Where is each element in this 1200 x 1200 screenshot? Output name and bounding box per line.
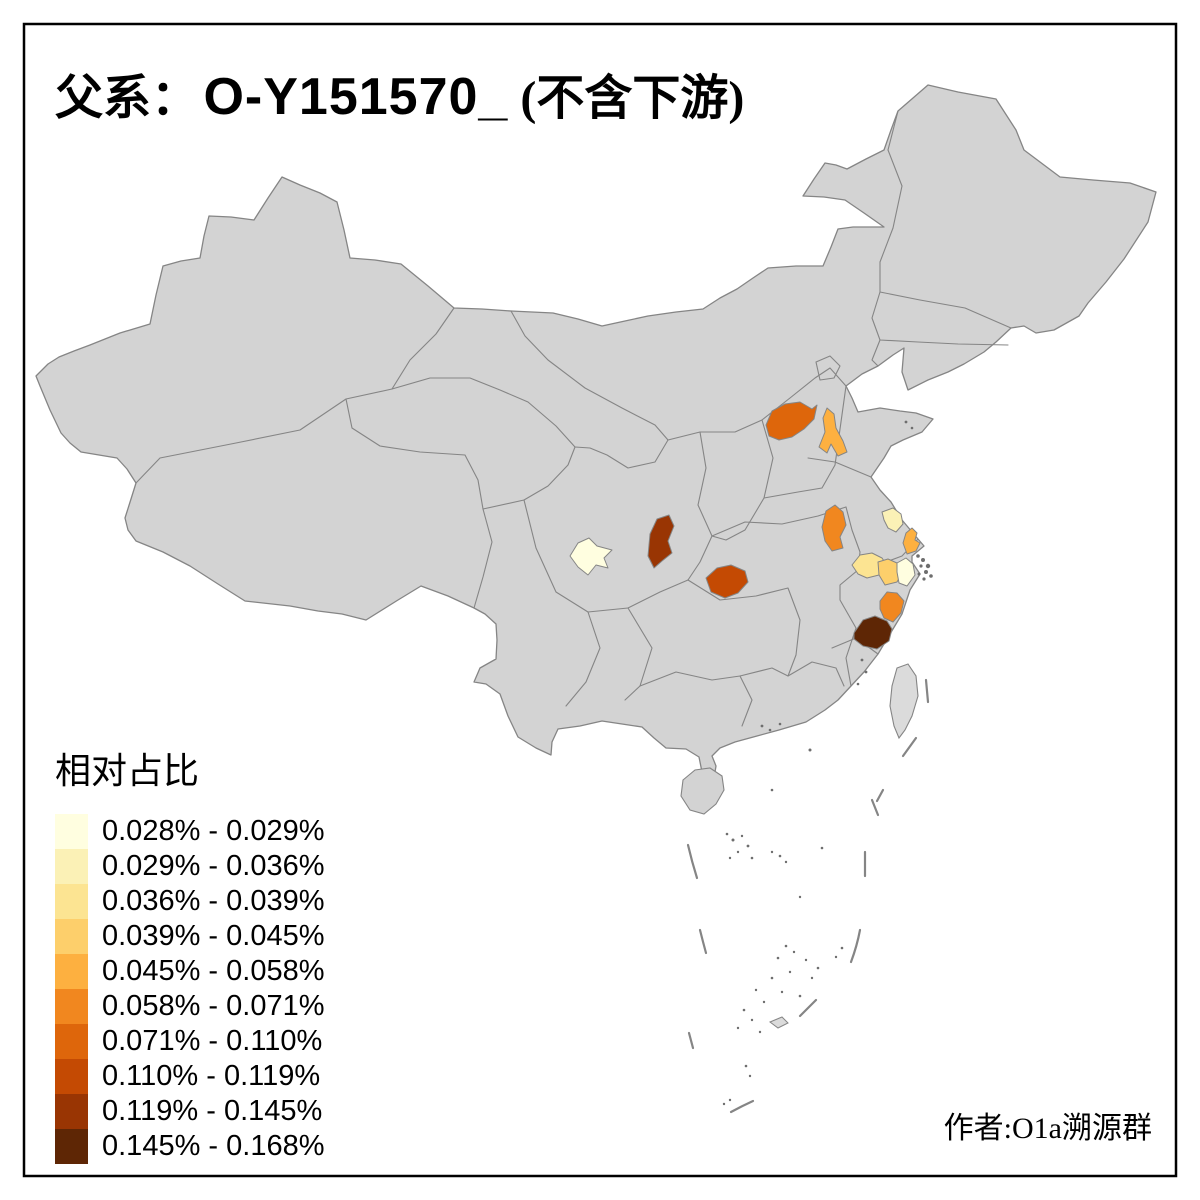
hainan-island xyxy=(680,767,725,815)
legend-label: 0.029% - 0.036% xyxy=(102,850,325,882)
legend-item: 0.029% - 0.036% xyxy=(55,849,324,884)
legend-swatch xyxy=(55,1024,88,1059)
legend-swatch xyxy=(55,1094,88,1129)
legend-label: 0.119% - 0.145% xyxy=(102,1095,323,1127)
map-region xyxy=(881,507,904,533)
legend-label: 0.045% - 0.058% xyxy=(102,955,325,987)
legend-swatch xyxy=(55,884,88,919)
title-suffix: (不含下游) xyxy=(508,72,745,125)
map-region xyxy=(765,401,818,441)
nine-dash-line xyxy=(686,678,930,1114)
map-region xyxy=(896,557,916,587)
frame-border xyxy=(22,22,1178,1178)
legend-item: 0.071% - 0.110% xyxy=(55,1024,324,1059)
legend-swatch xyxy=(55,989,88,1024)
mainland-china xyxy=(35,84,1157,779)
map-region xyxy=(821,504,847,552)
legend-label: 0.110% - 0.119% xyxy=(102,1060,321,1092)
map-region xyxy=(902,527,921,555)
legend-swatch xyxy=(55,919,88,954)
page-title: 父系： O-Y151570_ (不含下游) xyxy=(55,58,744,128)
legend-item: 0.036% - 0.039% xyxy=(55,884,324,919)
title-prefix: 父系： xyxy=(55,72,200,125)
title-haplogroup-code: O-Y151570_ xyxy=(203,68,509,126)
south-sea-island xyxy=(769,1016,789,1029)
legend-item: 0.145% - 0.168% xyxy=(55,1129,324,1164)
legend-swatch xyxy=(55,1059,88,1094)
taiwan-island xyxy=(889,663,919,740)
map-region xyxy=(647,514,675,569)
legend-item: 0.045% - 0.058% xyxy=(55,954,324,989)
legend: 相对占比 0.028% - 0.029% 0.029% - 0.036% 0.0… xyxy=(55,742,324,1164)
map-region xyxy=(853,615,893,650)
island-specks xyxy=(722,420,933,1106)
legend-swatch xyxy=(55,954,88,989)
legend-label: 0.036% - 0.039% xyxy=(102,885,325,917)
legend-item: 0.058% - 0.071% xyxy=(55,989,324,1024)
legend-label: 0.145% - 0.168% xyxy=(102,1130,325,1162)
legend-item: 0.028% - 0.029% xyxy=(55,814,324,849)
legend-label: 0.071% - 0.110% xyxy=(102,1025,323,1057)
legend-label: 0.058% - 0.071% xyxy=(102,990,325,1022)
map-region xyxy=(705,564,749,599)
map-region xyxy=(879,591,905,623)
map-region xyxy=(569,537,613,576)
legend-item: 0.119% - 0.145% xyxy=(55,1094,324,1129)
legend-item: 0.110% - 0.119% xyxy=(55,1059,324,1094)
legend-swatch xyxy=(55,1129,88,1164)
legend-item: 0.039% - 0.045% xyxy=(55,919,324,954)
legend-label: 0.039% - 0.045% xyxy=(102,920,325,952)
legend-swatch xyxy=(55,849,88,884)
legend-label: 0.028% - 0.029% xyxy=(102,815,325,847)
legend-title: 相对占比 xyxy=(55,751,200,791)
map-region xyxy=(818,407,848,457)
legend-swatch xyxy=(55,814,88,849)
attribution-text: 作者:O1a溯源群 xyxy=(943,1112,1152,1145)
choropleth-regions xyxy=(569,401,921,650)
